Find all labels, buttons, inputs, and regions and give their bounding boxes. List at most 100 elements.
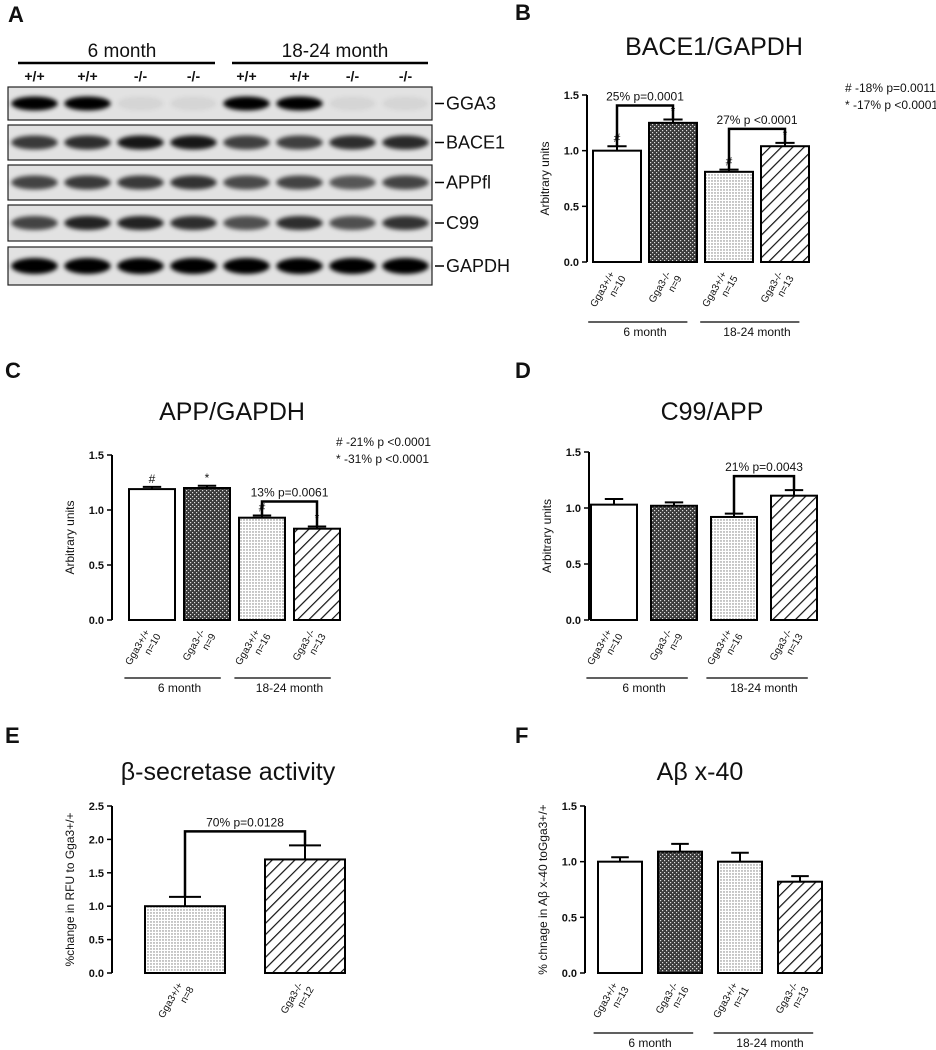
- band: [170, 216, 217, 230]
- y-tick-label: 2.5: [89, 801, 104, 813]
- bar: [590, 503, 638, 622]
- panel-label: D: [515, 358, 531, 383]
- band: [64, 175, 111, 190]
- chart-title: APP/GAPDH: [159, 398, 305, 426]
- lane-label: -/-: [134, 68, 148, 84]
- bar: [657, 850, 703, 974]
- panel-label: E: [5, 723, 20, 748]
- y-tick-label: 0.0: [89, 968, 104, 980]
- y-tick-label: 1.5: [566, 447, 581, 459]
- chart-title: Aβ x-40: [657, 758, 744, 786]
- band: [64, 258, 111, 274]
- significance-bracket: [727, 127, 787, 170]
- y-tick-label: 0.0: [566, 615, 581, 627]
- group-label: 6 month: [158, 681, 201, 695]
- y-axis-label: % chnage in Aβ x-40 toGga3+/+: [536, 804, 550, 974]
- bar: [650, 504, 698, 622]
- significance-marker: #: [149, 472, 156, 486]
- bar: [128, 488, 176, 621]
- band: [329, 96, 376, 111]
- band: [117, 135, 164, 150]
- group-label: 6 month: [628, 1036, 671, 1050]
- band: [11, 175, 58, 190]
- lane-label: -/-: [346, 68, 360, 84]
- band: [117, 96, 164, 111]
- significance-marker: *: [205, 471, 210, 485]
- bar: [183, 487, 231, 621]
- band: [382, 216, 429, 230]
- stat-note: * -31% p <0.0001: [336, 452, 429, 466]
- band: [329, 216, 376, 230]
- band: [223, 96, 270, 111]
- y-tick-label: 1.0: [89, 901, 104, 913]
- stat-note: # -18% p=0.0011: [845, 81, 936, 95]
- bar: [777, 880, 823, 974]
- y-tick-label: 0.5: [566, 559, 581, 571]
- band-label: APPfl: [446, 173, 491, 193]
- y-tick-label: 1.0: [562, 857, 577, 869]
- y-tick-label: 1.0: [564, 146, 579, 158]
- error-bar: [731, 851, 749, 862]
- band-label: BACE1: [446, 133, 505, 153]
- y-tick-label: 0.0: [562, 968, 577, 980]
- band: [11, 258, 58, 274]
- band: [117, 175, 164, 190]
- bar: [144, 905, 226, 975]
- bracket-label: 70% p=0.0128: [206, 815, 284, 829]
- lane-label: +/+: [24, 68, 44, 84]
- band: [329, 175, 376, 190]
- band: [170, 135, 217, 150]
- significance-bracket: [183, 830, 307, 897]
- error-bar: [169, 895, 201, 907]
- group-label: 18-24 month: [256, 681, 323, 695]
- band: [276, 175, 323, 190]
- lane-label: +/+: [289, 68, 309, 84]
- band: [11, 96, 58, 111]
- band: [64, 96, 111, 111]
- panel-label: C: [5, 358, 21, 383]
- y-tick-label: 1.5: [562, 801, 577, 813]
- band: [329, 135, 376, 150]
- lane-label: -/-: [187, 68, 201, 84]
- y-axis-label: Arbitrary units: [540, 499, 554, 573]
- band: [276, 258, 323, 274]
- band: [117, 216, 164, 230]
- band: [11, 216, 58, 230]
- error-bar: [197, 484, 217, 488]
- group-label: 18-24 month: [730, 681, 797, 695]
- bar: [770, 494, 818, 621]
- bar: [264, 858, 346, 974]
- band: [170, 258, 217, 274]
- y-tick-label: 1.5: [564, 90, 579, 102]
- error-bar: [142, 485, 162, 490]
- error-bar: [664, 501, 684, 506]
- band: [64, 216, 111, 230]
- y-tick-label: 0.5: [562, 912, 577, 924]
- band: [329, 258, 376, 274]
- error-bar: [289, 844, 321, 860]
- y-tick-label: 0.5: [89, 935, 104, 947]
- group-label: 18-24 month: [723, 325, 790, 339]
- band: [276, 135, 323, 150]
- y-tick-label: 0.0: [89, 615, 104, 627]
- y-tick-label: 2.0: [89, 834, 104, 846]
- y-tick-label: 0.5: [89, 560, 104, 572]
- band: [117, 258, 164, 274]
- bracket-label: 25% p=0.0001: [606, 89, 684, 103]
- stat-note: * -17% p <0.0001: [845, 98, 936, 112]
- error-bar: [671, 842, 689, 852]
- significance-bracket: [260, 500, 319, 527]
- bar: [592, 149, 642, 264]
- band: [276, 216, 323, 230]
- panel-label: F: [515, 723, 528, 748]
- bar: [717, 860, 763, 975]
- group-label: 6 month: [623, 325, 666, 339]
- y-axis-label: Arbitrary units: [538, 141, 552, 215]
- band: [223, 175, 270, 190]
- y-tick-label: 1.0: [566, 503, 581, 515]
- band: [223, 216, 270, 230]
- chart-title: C99/APP: [661, 398, 764, 426]
- bar: [238, 516, 286, 622]
- group-label: 6 month: [622, 681, 665, 695]
